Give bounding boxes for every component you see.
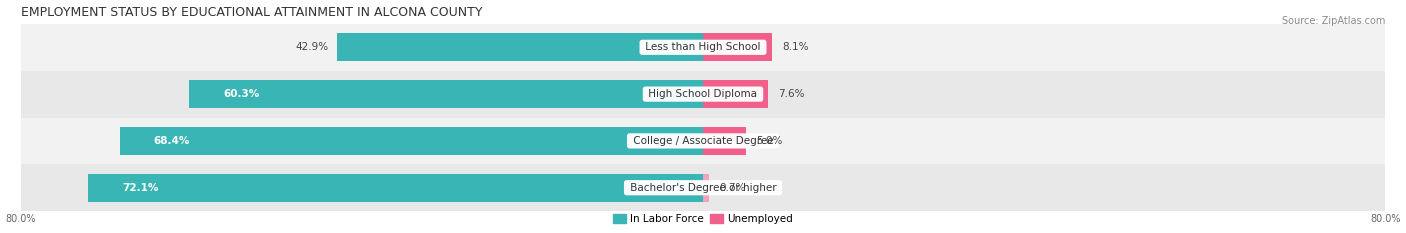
Bar (703, 80, 768, 108)
Bar (21, 71, 1385, 117)
Text: 0.7%: 0.7% (720, 183, 745, 193)
Bar (703, 174, 709, 202)
Bar (21, 24, 1385, 71)
Text: College / Associate Degree: College / Associate Degree (630, 136, 776, 146)
Text: 8.1%: 8.1% (782, 42, 808, 52)
Bar (120, 127, 703, 155)
Text: 7.6%: 7.6% (778, 89, 804, 99)
Text: 72.1%: 72.1% (122, 183, 159, 193)
Text: Source: ZipAtlas.com: Source: ZipAtlas.com (1281, 16, 1385, 26)
Text: 5.0%: 5.0% (756, 136, 782, 146)
Text: 42.9%: 42.9% (295, 42, 329, 52)
Bar (89, 174, 703, 202)
Text: Bachelor's Degree or higher: Bachelor's Degree or higher (627, 183, 779, 193)
Text: 68.4%: 68.4% (153, 136, 190, 146)
Bar (188, 80, 703, 108)
Bar (21, 164, 1385, 211)
Bar (21, 117, 1385, 164)
Text: EMPLOYMENT STATUS BY EDUCATIONAL ATTAINMENT IN ALCONA COUNTY: EMPLOYMENT STATUS BY EDUCATIONAL ATTAINM… (21, 6, 482, 19)
Bar (337, 33, 703, 61)
Text: 60.3%: 60.3% (224, 89, 259, 99)
Text: Less than High School: Less than High School (643, 42, 763, 52)
Bar (703, 33, 772, 61)
Legend: In Labor Force, Unemployed: In Labor Force, Unemployed (609, 210, 797, 228)
Text: High School Diploma: High School Diploma (645, 89, 761, 99)
Bar (703, 127, 745, 155)
